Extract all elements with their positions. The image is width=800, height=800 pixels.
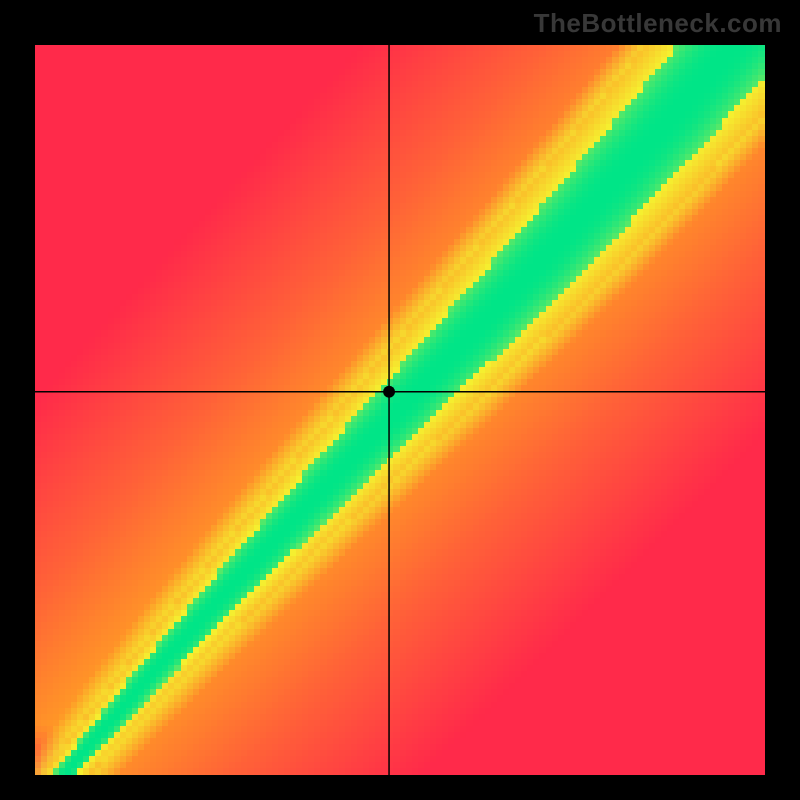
heatmap-canvas	[35, 45, 765, 775]
heatmap-plot-area	[35, 45, 765, 775]
chart-container: TheBottleneck.com	[0, 0, 800, 800]
watermark-text: TheBottleneck.com	[534, 8, 782, 39]
